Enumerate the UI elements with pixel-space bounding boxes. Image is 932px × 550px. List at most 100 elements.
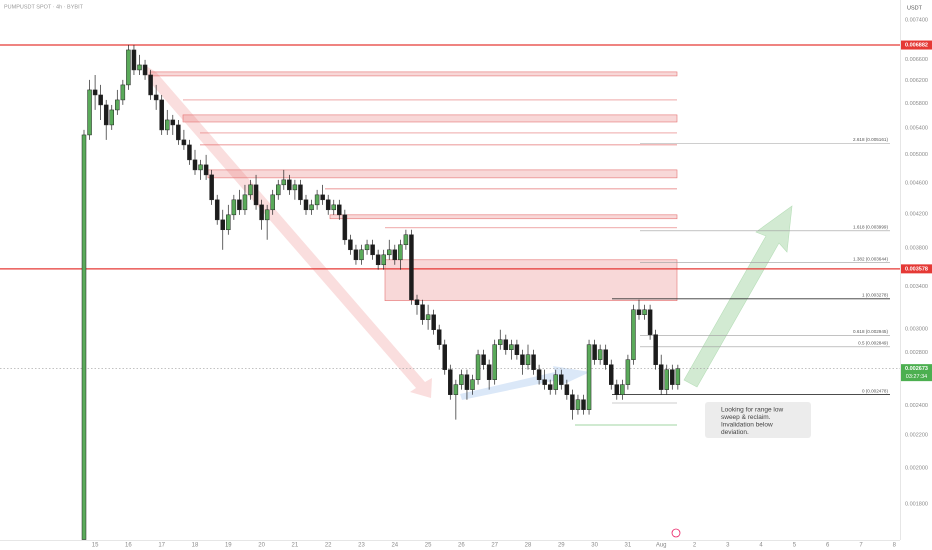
candle-body: [453, 384, 459, 395]
fib-label: 0 (0.002478): [862, 388, 889, 393]
y-tick-label: 0.002400: [905, 403, 928, 409]
x-tick-label: 26: [458, 543, 465, 549]
key-level-label: 0.003578: [905, 266, 928, 272]
y-tick-label: 0.002800: [905, 350, 928, 356]
candle-body: [137, 64, 142, 71]
candle-body: [370, 244, 375, 256]
candle-body: [159, 99, 164, 131]
candle-body: [658, 364, 664, 390]
candle-body: [309, 204, 314, 211]
y-tick-label: 0.006600: [905, 57, 928, 63]
candle-body: [359, 249, 364, 261]
key-level-label: 0.006882: [905, 42, 928, 48]
candle-body: [670, 369, 675, 385]
candle-body: [153, 94, 159, 101]
candle-body: [409, 234, 414, 301]
x-tick-label: 31: [625, 543, 632, 549]
x-tick-label: 18: [192, 543, 199, 549]
candle-body: [303, 199, 309, 211]
candle-body: [509, 344, 514, 350]
candle-body: [381, 254, 386, 266]
y-tick-label: 0.004200: [905, 211, 928, 217]
candle-body: [664, 369, 669, 390]
x-tick-label: 22: [325, 543, 332, 549]
candle-body: [398, 244, 403, 261]
candle-body: [403, 234, 409, 246]
candle-body: [115, 99, 120, 111]
x-tick-label: 17: [158, 543, 165, 549]
candle-body: [436, 329, 442, 345]
chart-title: PUMPUSDT SPOT · 4h · BYBIT: [4, 4, 84, 10]
candle-body: [281, 179, 287, 186]
candle-body: [126, 49, 131, 86]
candle-body: [631, 309, 636, 360]
candle-body: [520, 354, 525, 365]
candle-body: [192, 159, 198, 171]
candle-body: [414, 299, 420, 305]
candle-body: [364, 244, 370, 251]
supply-zone: [329, 214, 678, 220]
candle-body: [581, 399, 586, 410]
candle-body: [481, 354, 486, 365]
candle-body: [514, 344, 520, 355]
candle-body: [475, 354, 481, 380]
x-tick-label: 30: [591, 543, 598, 549]
arrow-body: [146, 66, 432, 398]
candle-body: [375, 254, 381, 266]
fib-label: 1 (0.003278): [862, 293, 889, 298]
candle-body: [636, 309, 642, 315]
candle-body: [647, 309, 653, 335]
candle-body: [464, 374, 470, 390]
candle-body: [314, 194, 320, 206]
candle-body: [486, 364, 492, 380]
candle-body: [226, 214, 231, 231]
candle-body: [570, 394, 575, 410]
candle-body: [120, 84, 126, 101]
candle-body: [231, 199, 237, 216]
candle-body: [559, 374, 564, 385]
countdown-label: 03:27:34: [906, 374, 927, 380]
candle-body: [642, 309, 647, 315]
candle-body: [392, 249, 398, 261]
candle-body: [536, 369, 542, 380]
candle-body: [203, 164, 209, 176]
y-tick-label: 0.005000: [905, 152, 928, 158]
x-tick-label: 29: [558, 543, 565, 549]
last-price-tag: [901, 364, 932, 382]
candle-body: [342, 214, 348, 241]
y-tick-label: 0.003000: [905, 327, 928, 333]
candle-body: [470, 379, 475, 390]
candle-body: [542, 379, 547, 385]
y-tick-label: 0.003400: [905, 284, 928, 290]
y-tick-label: 0.005400: [905, 125, 928, 131]
key-level-tag: [901, 40, 932, 50]
candle-body: [353, 249, 359, 261]
x-tick-label: 20: [258, 543, 265, 549]
fib-label: 1.618 (0.003999): [853, 225, 888, 230]
x-tick-label: 7: [859, 543, 863, 549]
y-tick-label: 0.005800: [905, 101, 928, 107]
candle-body: [575, 399, 581, 410]
candle-body: [148, 74, 153, 96]
candle-body: [498, 339, 503, 345]
annotation-text: Invalidation below: [721, 422, 773, 429]
candle-body: [625, 359, 631, 385]
candle-body: [331, 204, 336, 211]
x-tick-label: 5: [793, 543, 797, 549]
y-tick-label: 0.002000: [905, 465, 928, 471]
red-trend-arrow: [146, 66, 432, 398]
candle-body: [187, 144, 192, 161]
x-tick-label: 21: [292, 543, 299, 549]
candle-body: [586, 344, 592, 410]
candle-body: [198, 164, 203, 171]
annotation-text: Looking for range low: [721, 407, 783, 414]
candle-body: [603, 349, 608, 365]
y-tick-label: 0.007400: [905, 18, 928, 24]
candle-body: [298, 184, 303, 201]
annotation-box: [705, 402, 811, 438]
y-tick-label: 0.004600: [905, 180, 928, 186]
candle-body: [597, 349, 603, 360]
fib-label: 2.618 (0.005161): [853, 137, 888, 142]
candle-body: [103, 104, 109, 126]
candle-body: [237, 199, 242, 211]
